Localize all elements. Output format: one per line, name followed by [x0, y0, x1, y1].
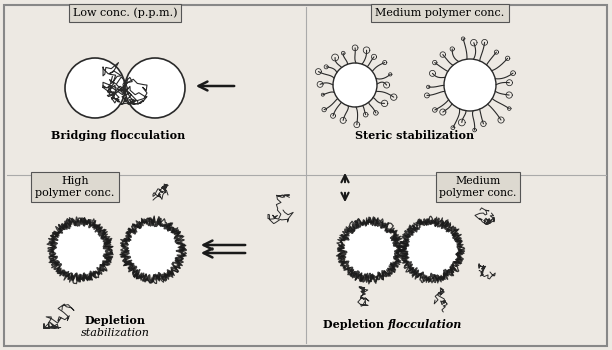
Text: Steric stabilization: Steric stabilization: [356, 130, 474, 141]
Circle shape: [65, 58, 125, 118]
Circle shape: [444, 59, 496, 111]
Text: Low conc. (p.p.m.): Low conc. (p.p.m.): [73, 8, 177, 18]
Text: High
polymer conc.: High polymer conc.: [35, 176, 114, 198]
Text: Medium polymer conc.: Medium polymer conc.: [375, 8, 505, 18]
Text: flocculation: flocculation: [388, 319, 463, 330]
Text: stabilization: stabilization: [81, 328, 149, 338]
Text: Depletion: Depletion: [323, 319, 388, 330]
Text: Depletion: Depletion: [84, 315, 146, 326]
Circle shape: [333, 63, 377, 107]
Text: Medium
polymer conc.: Medium polymer conc.: [439, 176, 517, 198]
Circle shape: [55, 225, 105, 275]
Circle shape: [345, 225, 395, 275]
Text: Bridging flocculation: Bridging flocculation: [51, 130, 185, 141]
Circle shape: [407, 225, 457, 275]
Circle shape: [125, 58, 185, 118]
FancyBboxPatch shape: [4, 5, 607, 346]
Circle shape: [128, 225, 178, 275]
